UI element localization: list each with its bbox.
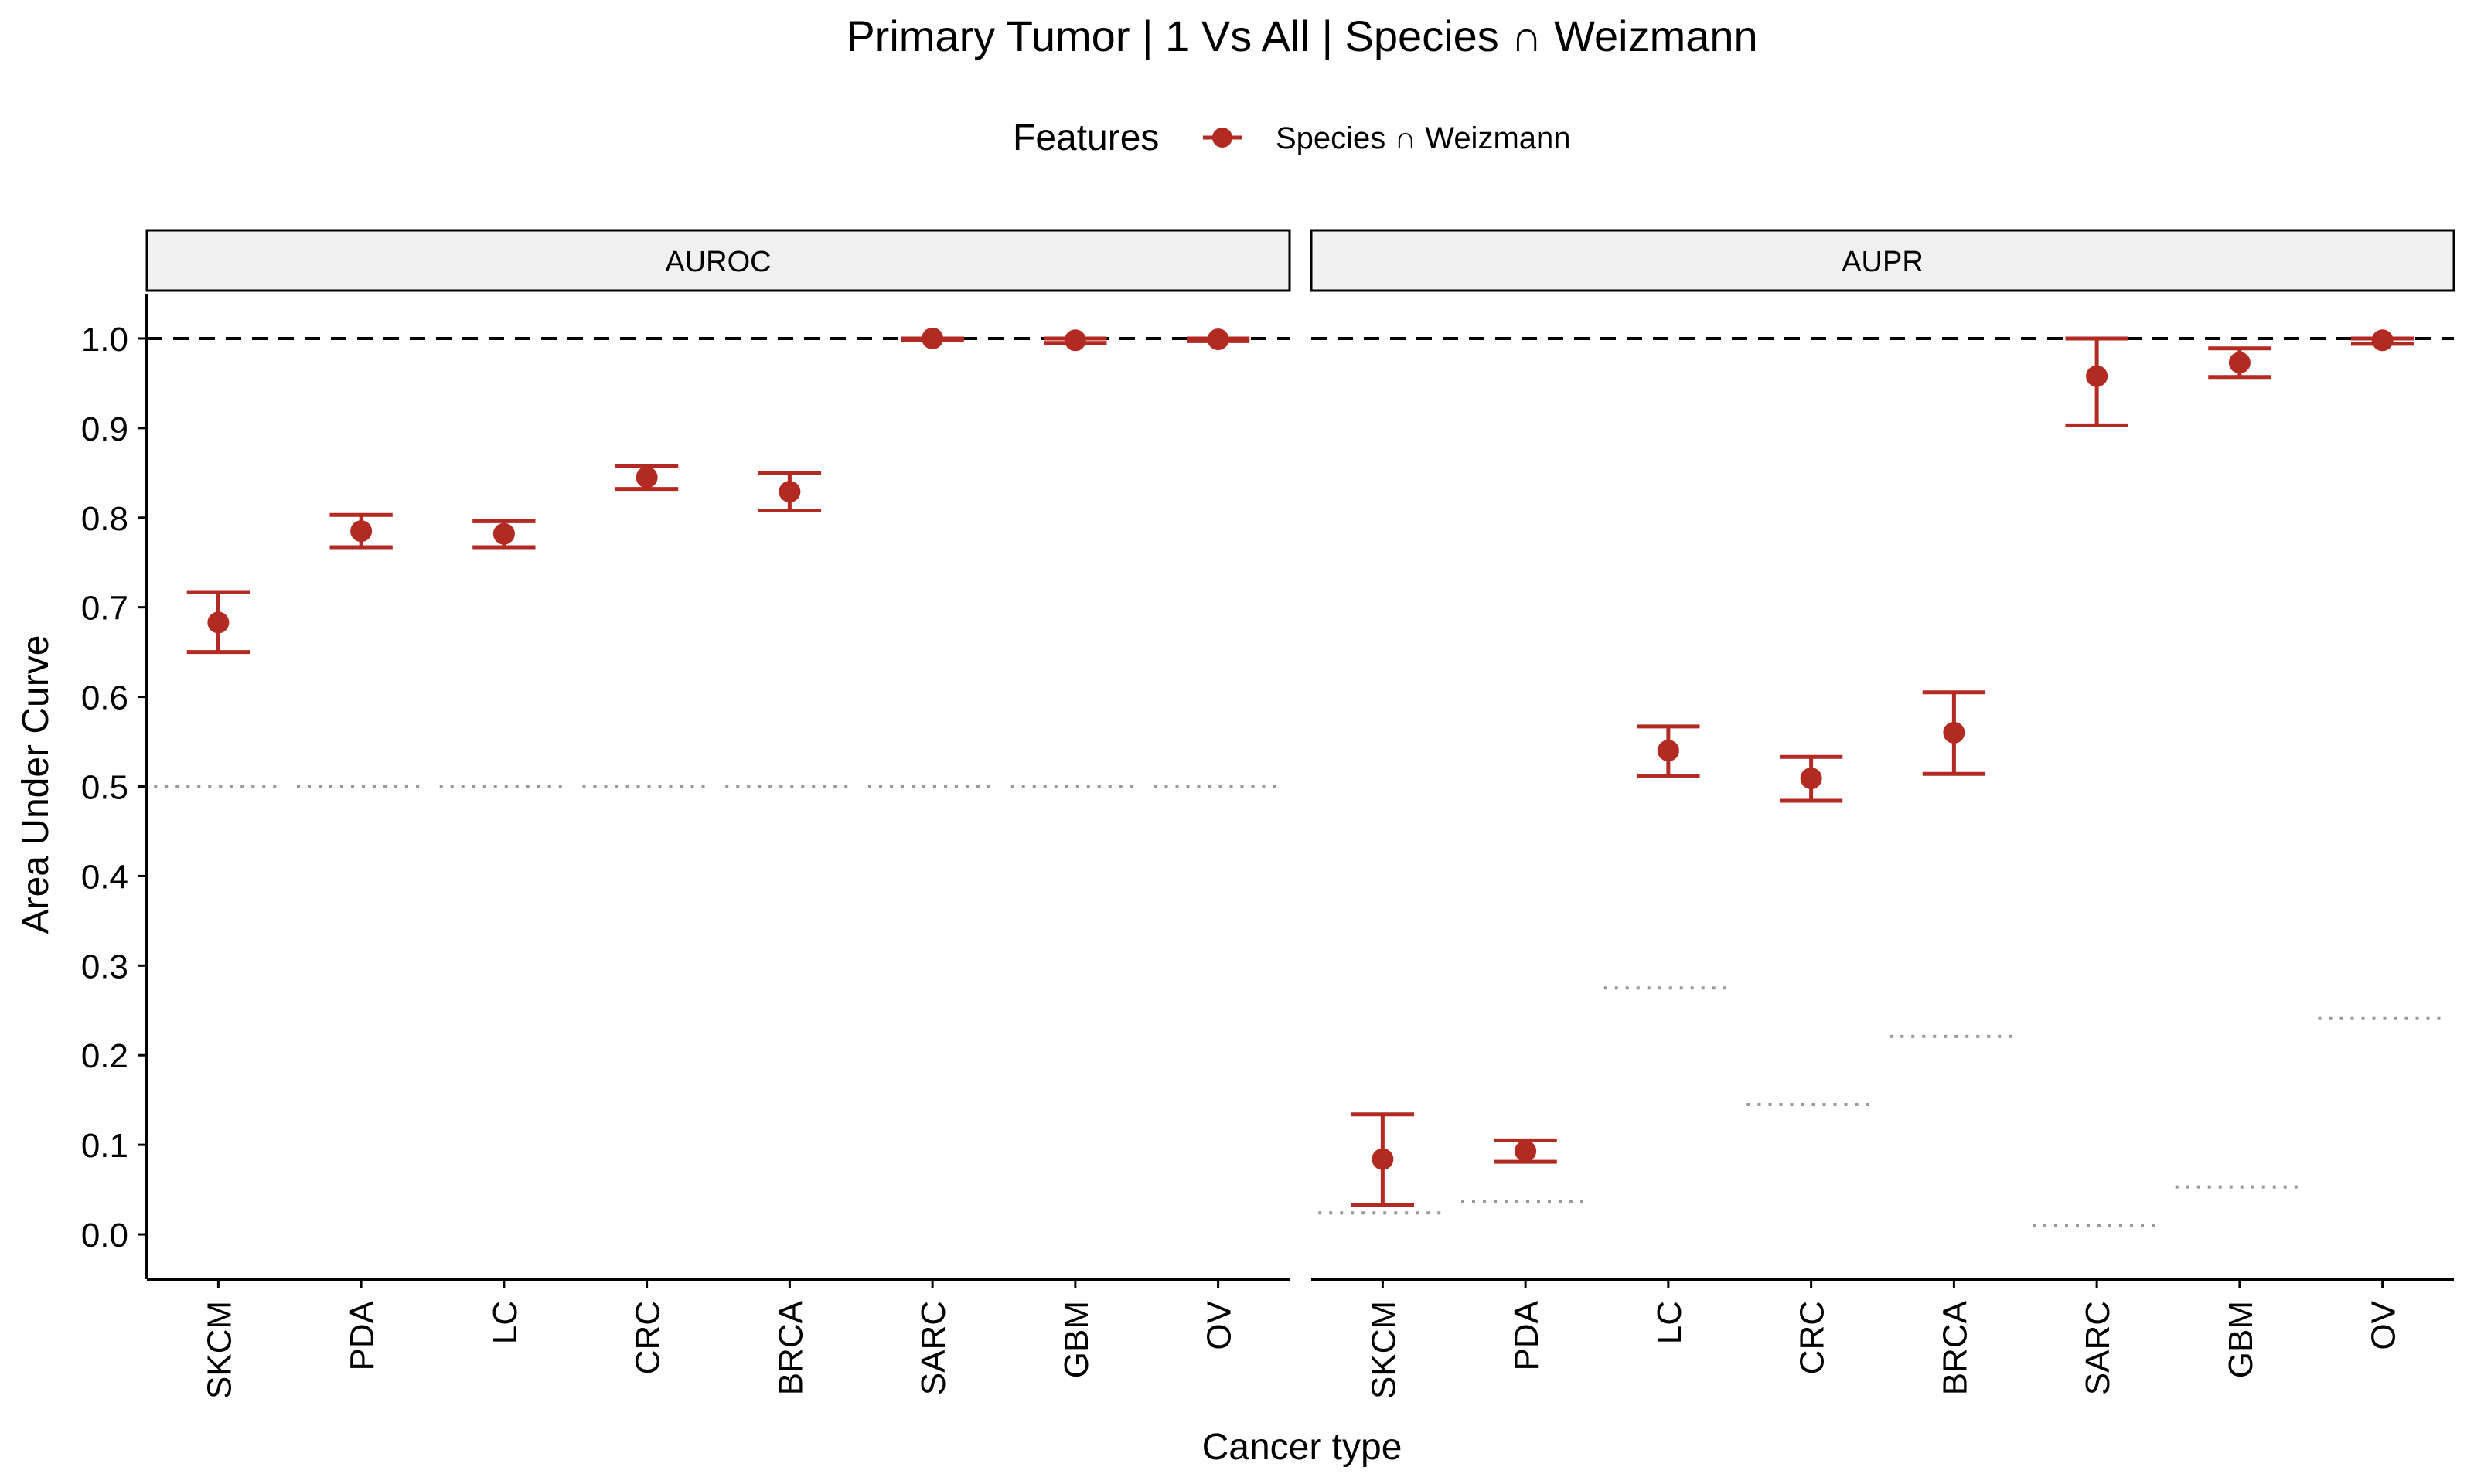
y-tick-label: 0.7 xyxy=(81,590,128,628)
x-tick-label: GBM xyxy=(1058,1301,1096,1378)
data-point xyxy=(2228,352,2251,374)
y-tick-label: 0.3 xyxy=(81,948,128,985)
legend-key-point xyxy=(1212,128,1232,148)
facet-strip xyxy=(145,229,1291,292)
data-point xyxy=(492,522,515,545)
data-point xyxy=(1064,329,1086,352)
chart-title: Primary Tumor | 1 Vs All | Species ∩ Wei… xyxy=(846,12,1757,60)
x-tick-label: BRCA xyxy=(772,1300,809,1395)
x-tick-label: OV xyxy=(1201,1300,1239,1350)
x-tick-label: SARC xyxy=(915,1301,952,1395)
data-point xyxy=(2371,329,2394,352)
y-tick-label: 0.5 xyxy=(81,769,128,807)
data-point xyxy=(350,520,373,543)
y-tick-label: 0.4 xyxy=(81,858,128,896)
data-point xyxy=(1657,740,1679,762)
x-tick-label: CRC xyxy=(1794,1301,1832,1374)
x-tick-label: PDA xyxy=(1508,1300,1545,1370)
x-tick-label: LC xyxy=(1651,1301,1689,1344)
y-tick-label: 0.9 xyxy=(81,410,128,448)
x-tick-label: LC xyxy=(486,1301,524,1344)
x-tick-label: BRCA xyxy=(1936,1300,1974,1395)
facet-strip xyxy=(1310,229,2455,292)
data-point xyxy=(1515,1140,1537,1162)
data-point xyxy=(1943,721,1965,744)
data-point xyxy=(922,327,944,349)
facet-label: AUPR xyxy=(1842,246,1924,278)
x-tick-label: OV xyxy=(2365,1300,2403,1350)
data-point xyxy=(779,481,801,503)
panel-aupr: AUPR SKCM PDA LC CRC BRCA SARC GBM OV xyxy=(1310,229,2455,1399)
legend: Features Species ∩ Weizmann xyxy=(1013,117,1571,158)
data-point xyxy=(1800,768,1822,790)
data-point xyxy=(1372,1148,1394,1170)
y-tick-label: 1.0 xyxy=(81,321,128,359)
x-tick-label: CRC xyxy=(629,1301,667,1374)
y-tick-label: 0.6 xyxy=(81,679,128,717)
y-axis-label: Area Under Curve xyxy=(15,635,56,934)
x-tick-label: SARC xyxy=(2079,1301,2117,1395)
panel-auroc: AUROC 0.0 0.1 0.2 0.3 0.4 0.5 0.6 0.7 0.8 0.9 1.0 SK… xyxy=(81,229,1291,1399)
y-tick-label: 0.1 xyxy=(81,1127,128,1165)
data-point xyxy=(207,611,230,634)
y-tick-label: 0.2 xyxy=(81,1037,128,1075)
x-axis-label: Cancer type xyxy=(1202,1427,1402,1468)
facet-label: AUROC xyxy=(665,246,771,278)
x-tick-label: SKCM xyxy=(200,1301,238,1399)
x-tick-label: SKCM xyxy=(1365,1301,1402,1399)
x-tick-label: GBM xyxy=(2222,1301,2260,1378)
legend-title: Features xyxy=(1013,117,1159,158)
data-point xyxy=(636,466,658,488)
data-point xyxy=(1207,328,1229,351)
data-point xyxy=(2086,365,2108,387)
y-tick-label: 0.0 xyxy=(81,1217,128,1254)
x-tick-label: PDA xyxy=(343,1300,381,1370)
y-tick-label: 0.8 xyxy=(81,500,128,538)
legend-entry-label: Species ∩ Weizmann xyxy=(1276,121,1571,155)
